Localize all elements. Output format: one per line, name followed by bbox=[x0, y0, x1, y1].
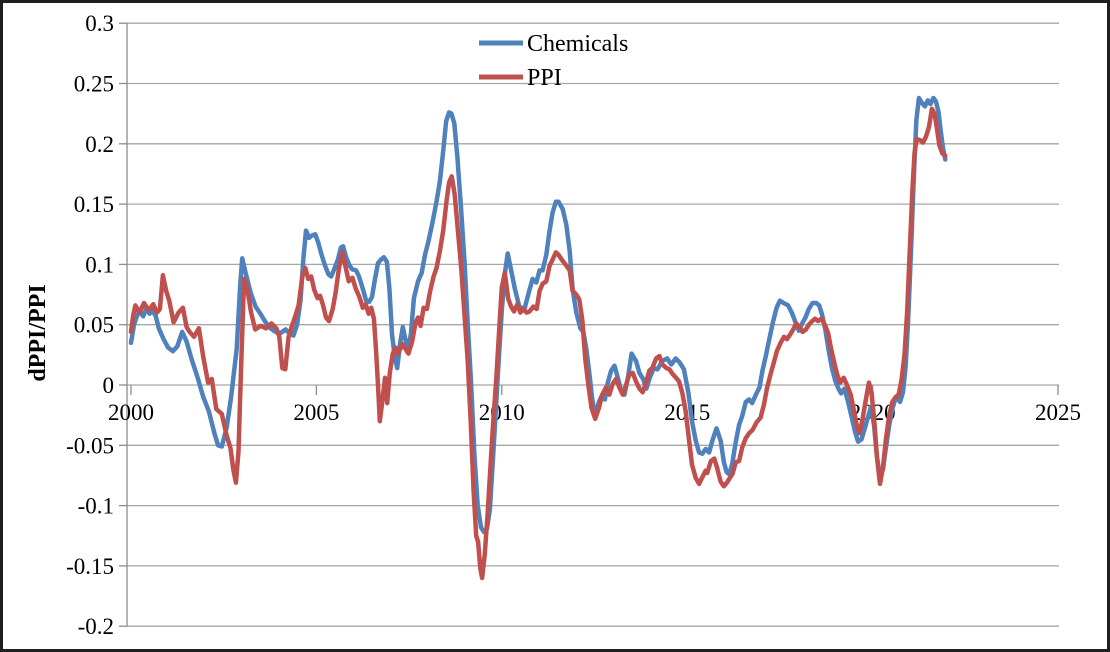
line-chart: 0.3 0.25 0.2 0.15 0.1 0.05 0 -0.05 -0.1 -0.15 -0.2… bbox=[25, 11, 1081, 639]
y-axis-title: dPPI/PPI bbox=[25, 284, 51, 381]
gridlines bbox=[127, 22, 1059, 627]
y-tick-label: 0.05 bbox=[74, 313, 114, 338]
x-tick-label: 2000 bbox=[108, 400, 154, 425]
legend: Chemicals PPI bbox=[479, 31, 628, 91]
y-tick-label: 0 bbox=[103, 373, 115, 398]
y-tick-label: -0.1 bbox=[78, 494, 114, 519]
y-tick-label: -0.05 bbox=[66, 433, 114, 458]
series-lines bbox=[128, 95, 948, 581]
x-tick-label: 2005 bbox=[293, 400, 339, 425]
x-axis-tick-labels: 2000 2005 2010 2015 2020 2025 bbox=[108, 400, 1081, 425]
y-tick-label: 0.1 bbox=[85, 252, 114, 277]
y-tick-label: 0.25 bbox=[74, 72, 114, 97]
y-tick-label: 0.3 bbox=[85, 11, 114, 36]
legend-label-chemicals: Chemicals bbox=[527, 31, 628, 57]
y-tick-label: 0.2 bbox=[85, 132, 114, 157]
series-line-ppi bbox=[128, 106, 948, 581]
y-tick-label: 0.15 bbox=[74, 192, 114, 217]
x-tick-label: 2010 bbox=[479, 400, 525, 425]
y-tick-label: -0.2 bbox=[78, 614, 114, 639]
x-tick-label: 2025 bbox=[1035, 400, 1081, 425]
y-tick-label: -0.15 bbox=[66, 554, 114, 579]
axes bbox=[119, 22, 1059, 627]
y-axis-tick-labels: 0.3 0.25 0.2 0.15 0.1 0.05 0 -0.05 -0.1 -0.15 -0.2 bbox=[66, 11, 114, 639]
legend-label-ppi: PPI bbox=[527, 65, 562, 91]
